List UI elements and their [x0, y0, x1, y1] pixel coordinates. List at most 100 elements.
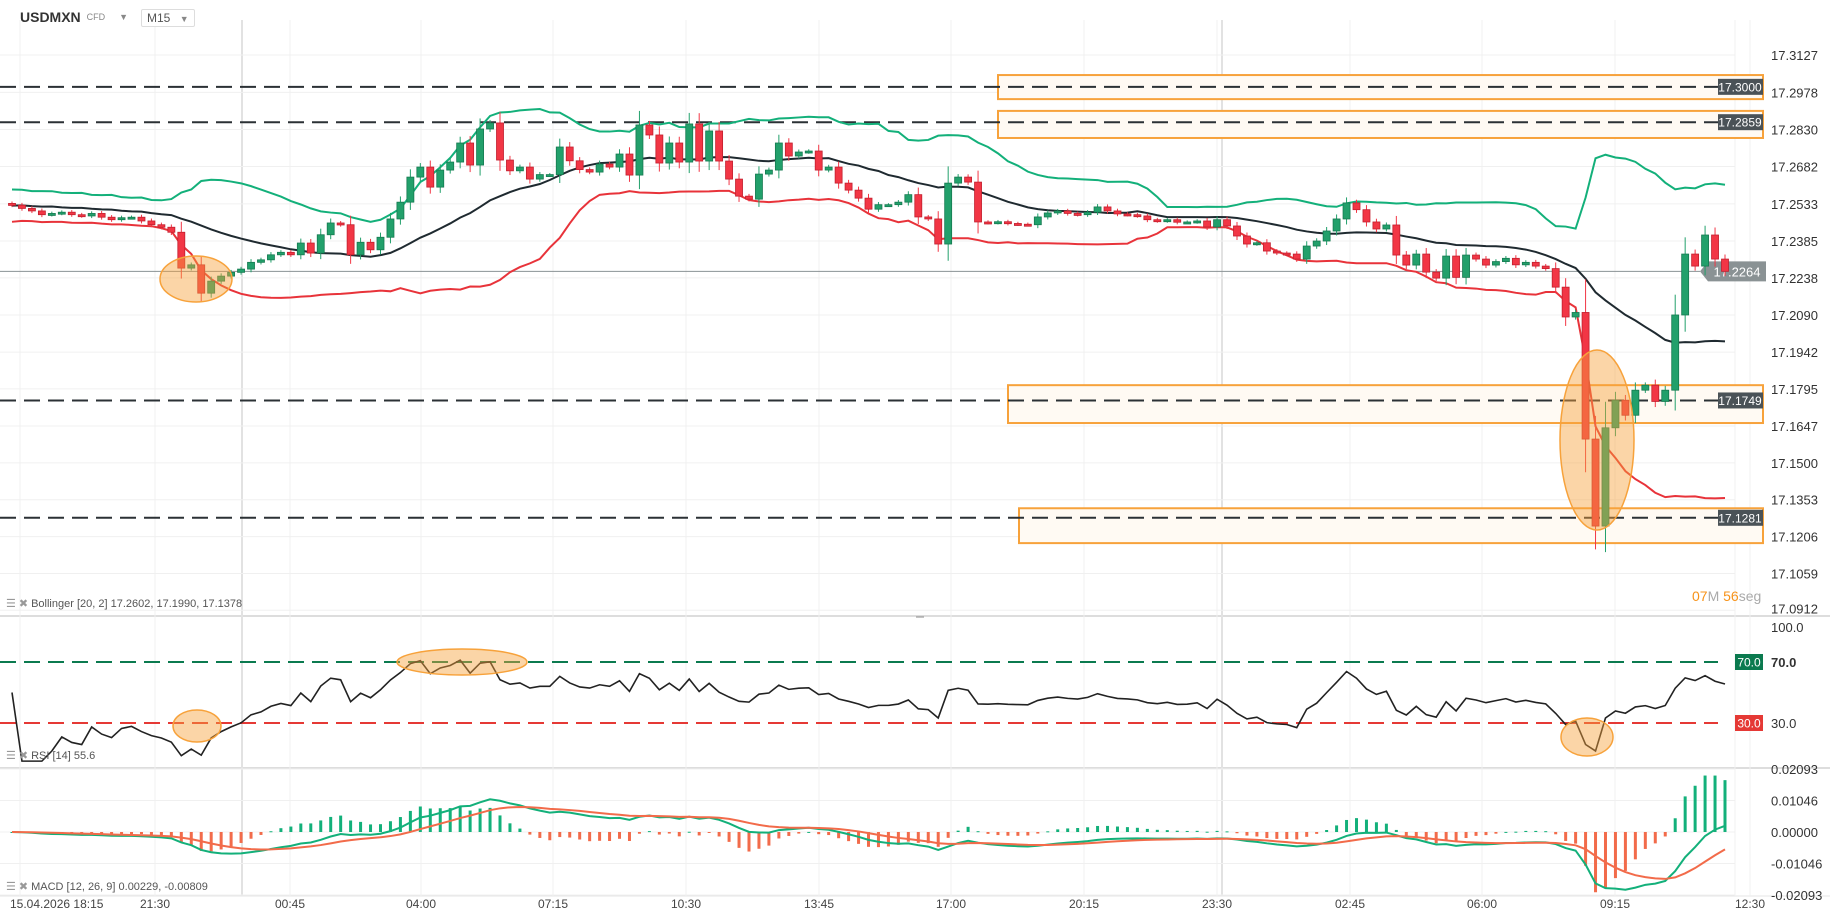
candle[interactable] [1243, 232, 1251, 248]
candle[interactable] [1372, 218, 1381, 233]
candle[interactable] [28, 206, 36, 214]
candle[interactable] [745, 193, 753, 202]
candle[interactable] [1651, 379, 1660, 408]
candle[interactable] [147, 218, 156, 228]
candle[interactable] [207, 276, 216, 298]
candle[interactable] [117, 215, 126, 222]
candle[interactable] [655, 126, 664, 172]
candle[interactable] [1362, 205, 1371, 227]
candle[interactable] [1023, 222, 1032, 227]
highlight-ellipse[interactable] [1559, 349, 1635, 531]
highlight-ellipse[interactable] [172, 709, 222, 743]
candle[interactable] [864, 193, 873, 214]
candle[interactable] [516, 164, 524, 174]
settings-icon[interactable]: ☰ [6, 881, 16, 893]
candle[interactable] [277, 250, 285, 257]
candle[interactable] [8, 201, 16, 208]
candle[interactable] [645, 120, 654, 139]
candle[interactable] [1123, 212, 1132, 217]
close-icon[interactable]: ✖ [18, 598, 29, 610]
candle[interactable] [894, 200, 903, 207]
candle[interactable] [595, 160, 604, 176]
candle[interactable] [466, 135, 475, 173]
candle[interactable] [107, 215, 116, 222]
candle[interactable] [336, 221, 345, 227]
candle[interactable] [1442, 249, 1451, 286]
candle[interactable] [715, 121, 724, 171]
candle[interactable] [1531, 259, 1540, 269]
candle[interactable] [197, 256, 206, 302]
candle[interactable] [1292, 251, 1301, 262]
candle[interactable] [1432, 269, 1441, 282]
zone-box[interactable] [997, 109, 1764, 139]
candle[interactable] [1153, 217, 1162, 223]
candle[interactable] [326, 218, 335, 240]
candle[interactable] [1422, 248, 1431, 279]
candle[interactable] [167, 224, 176, 236]
candle[interactable] [944, 166, 953, 261]
close-icon[interactable]: ✖ [18, 881, 29, 893]
candle[interactable] [615, 149, 624, 172]
candle[interactable] [535, 171, 544, 182]
candle[interactable] [705, 121, 714, 171]
candle[interactable] [774, 134, 783, 179]
highlight-ellipse[interactable] [1560, 717, 1614, 757]
candle[interactable] [585, 167, 594, 175]
candle[interactable] [1013, 221, 1022, 226]
candle[interactable] [97, 210, 106, 220]
candle[interactable] [127, 215, 136, 220]
candle[interactable] [1472, 252, 1480, 262]
candle[interactable] [525, 162, 534, 184]
candle[interactable] [1382, 222, 1391, 232]
candle[interactable] [814, 144, 823, 177]
candle[interactable] [356, 237, 365, 260]
candle[interactable] [904, 191, 913, 206]
candle[interactable] [1043, 210, 1052, 220]
candle[interactable] [247, 259, 255, 273]
candle[interactable] [1322, 226, 1331, 246]
candle[interactable] [765, 167, 773, 177]
candle[interactable] [386, 212, 395, 244]
candle[interactable] [834, 161, 843, 189]
candle[interactable] [217, 273, 226, 284]
candle[interactable] [755, 166, 763, 207]
candle[interactable] [1063, 208, 1072, 216]
candle[interactable] [177, 221, 186, 279]
candle[interactable] [1033, 213, 1042, 229]
candle[interactable] [794, 149, 803, 159]
candle[interactable] [844, 179, 853, 194]
candle[interactable] [874, 202, 883, 212]
candle[interactable] [1581, 279, 1590, 473]
candle[interactable] [18, 202, 26, 211]
candle[interactable] [1591, 415, 1600, 550]
highlight-ellipse[interactable] [396, 648, 528, 676]
candle[interactable] [137, 214, 146, 224]
candle[interactable] [605, 161, 614, 170]
candle[interactable] [1053, 208, 1062, 215]
candle[interactable] [1163, 217, 1172, 223]
candle[interactable] [675, 136, 684, 169]
candle[interactable] [1133, 212, 1142, 218]
candle[interactable] [396, 196, 405, 225]
candle[interactable] [1103, 204, 1112, 214]
candle[interactable] [286, 250, 295, 257]
candle[interactable] [924, 214, 933, 221]
candle[interactable] [964, 174, 972, 185]
candle[interactable] [665, 136, 674, 170]
candle[interactable] [1203, 217, 1212, 230]
candle[interactable] [1213, 216, 1221, 231]
candle[interactable] [994, 219, 1002, 225]
candle[interactable] [1004, 219, 1012, 226]
candle[interactable] [784, 138, 793, 161]
candle[interactable] [695, 113, 704, 172]
candle[interactable] [1641, 382, 1650, 393]
candle[interactable] [1462, 247, 1470, 285]
candle[interactable] [1332, 214, 1341, 236]
candle[interactable] [635, 110, 644, 190]
candle[interactable] [1621, 394, 1630, 421]
candle[interactable] [1571, 309, 1580, 320]
candle[interactable] [1561, 278, 1570, 326]
candle[interactable] [237, 266, 245, 275]
candle[interactable] [446, 158, 455, 174]
zone-box[interactable] [1018, 507, 1764, 545]
